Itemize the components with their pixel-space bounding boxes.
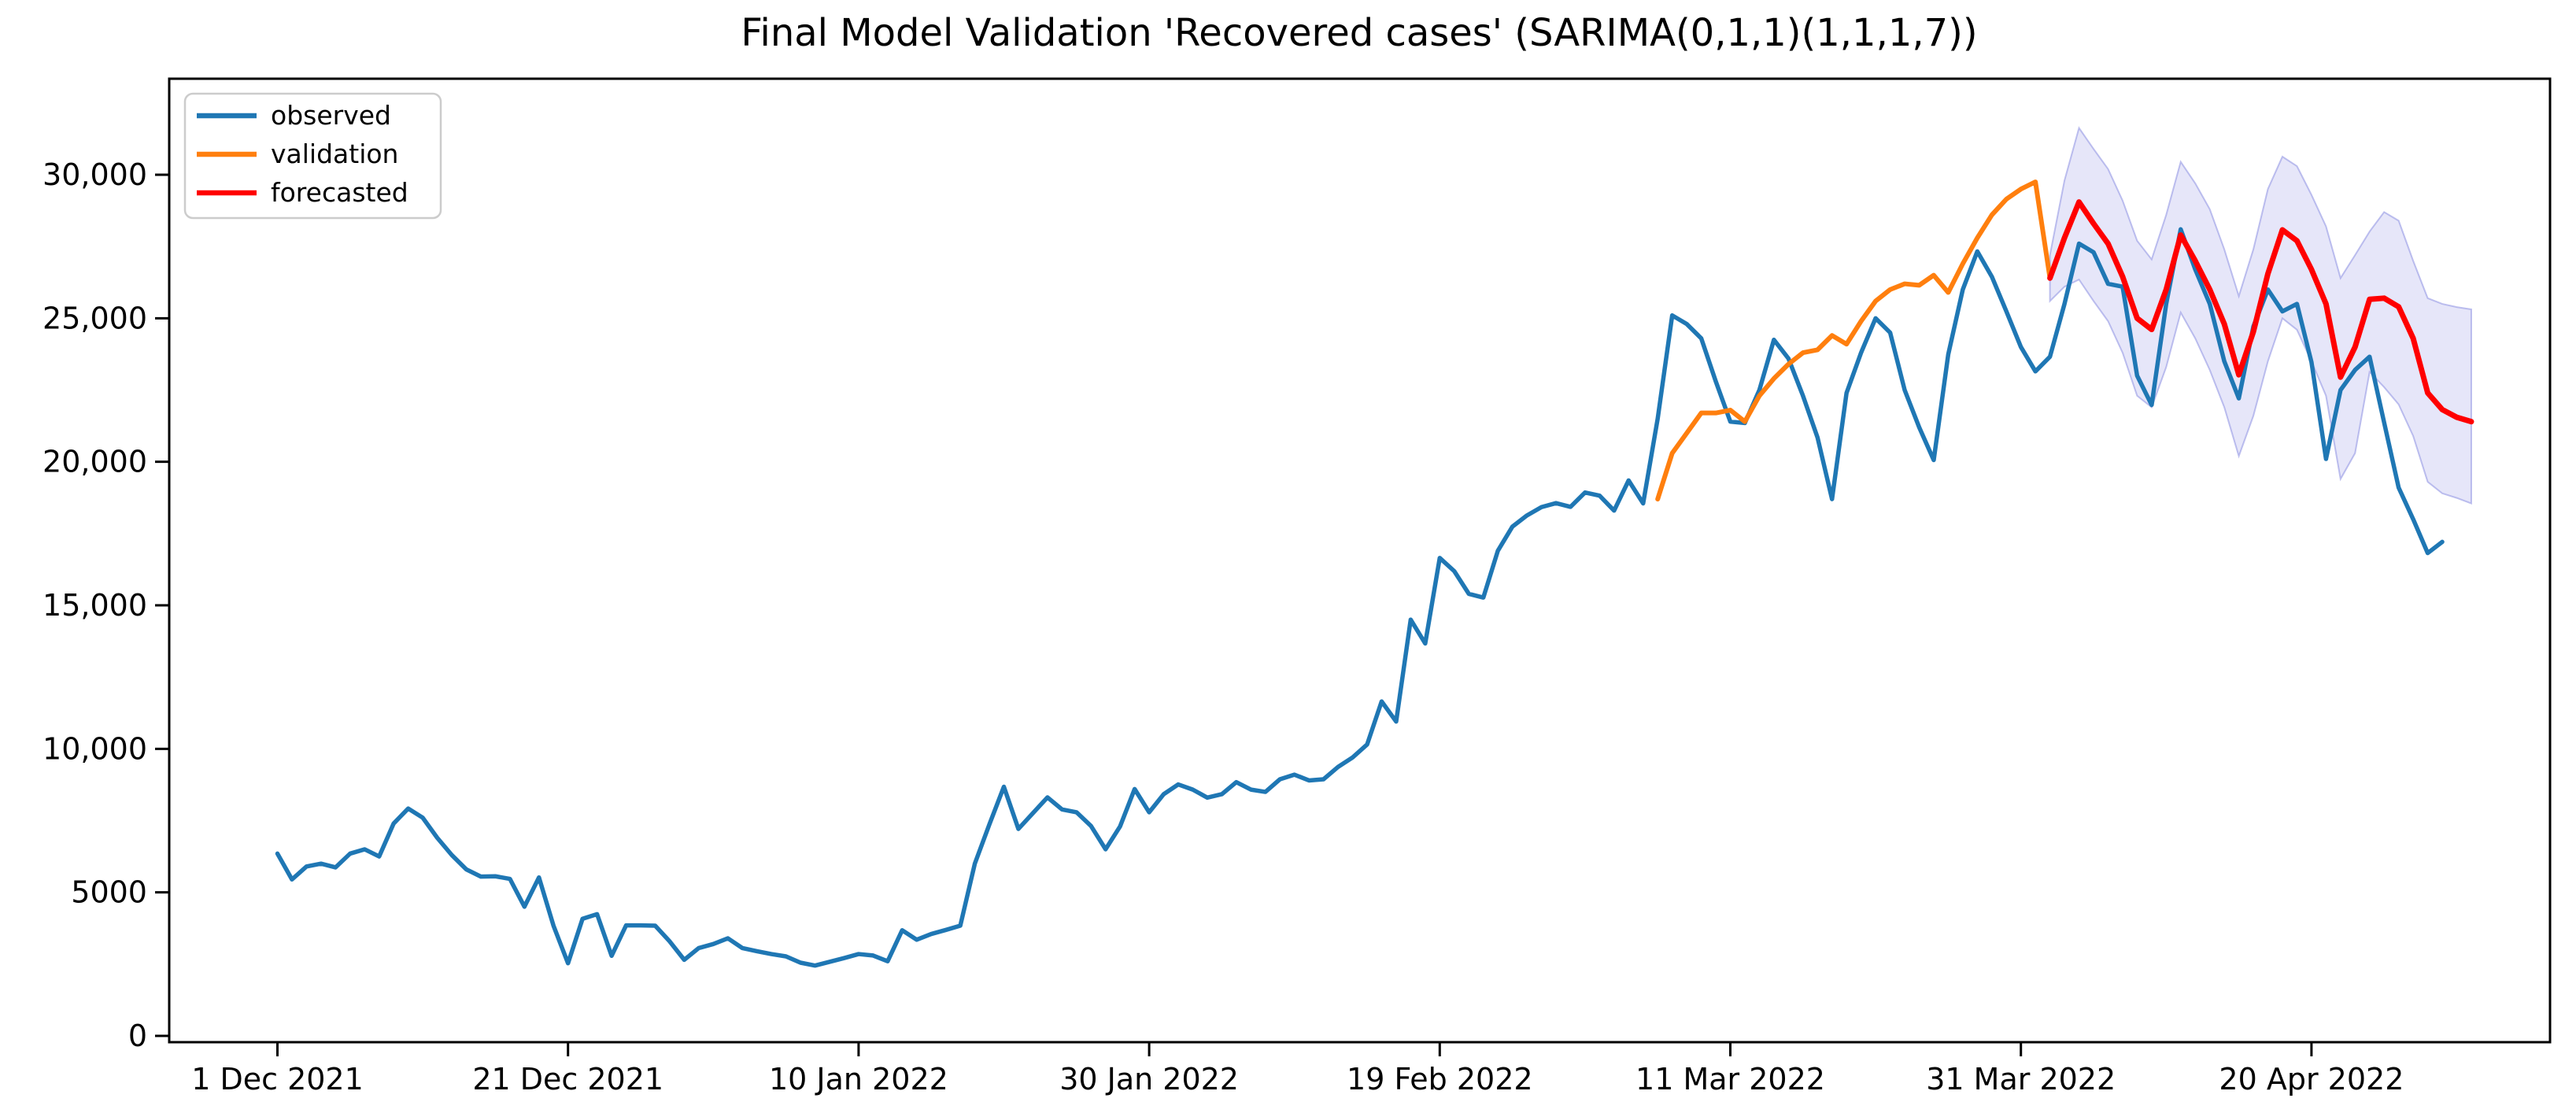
x-tick-label: 1 Dec 2021 [191, 1062, 364, 1096]
y-tick-label: 20,000 [43, 445, 147, 479]
y-tick-label: 30,000 [43, 157, 147, 192]
validation-line [1655, 179, 2053, 502]
legend-box [183, 92, 442, 220]
legend-label-validation: validation [271, 139, 398, 169]
chart-title: Final Model Validation 'Recovered cases'… [741, 11, 1977, 55]
axes-spines [168, 77, 2552, 1044]
x-tick-label: 30 Jan 2022 [1059, 1062, 1239, 1096]
forecasted-line [2047, 199, 2474, 425]
x-tick-label: 31 Mar 2022 [1926, 1062, 2116, 1096]
observed-line [275, 227, 2445, 968]
x-tick-label: 10 Jan 2022 [769, 1062, 948, 1096]
plot-area: 1 Dec 2021 21 Dec 2021 10 Jan 2022 30 Jan 2… [43, 77, 2552, 1096]
x-tick-label: 19 Feb 2022 [1347, 1062, 1533, 1096]
y-tick-label: 15,000 [43, 588, 147, 623]
legend-label-observed: observed [271, 100, 391, 131]
y-tick-label: 10,000 [43, 731, 147, 766]
x-tick-label: 11 Mar 2022 [1635, 1062, 1825, 1096]
y-tick-label: 0 [128, 1019, 147, 1053]
legend-label-forecasted: forecasted [271, 177, 408, 208]
x-tick-label: 20 Apr 2022 [2219, 1062, 2404, 1096]
y-tick-label: 5000 [71, 875, 147, 910]
x-tick-label: 21 Dec 2021 [472, 1062, 663, 1096]
confidence-band [2049, 126, 2472, 505]
y-tick-label: 25,000 [43, 301, 147, 335]
